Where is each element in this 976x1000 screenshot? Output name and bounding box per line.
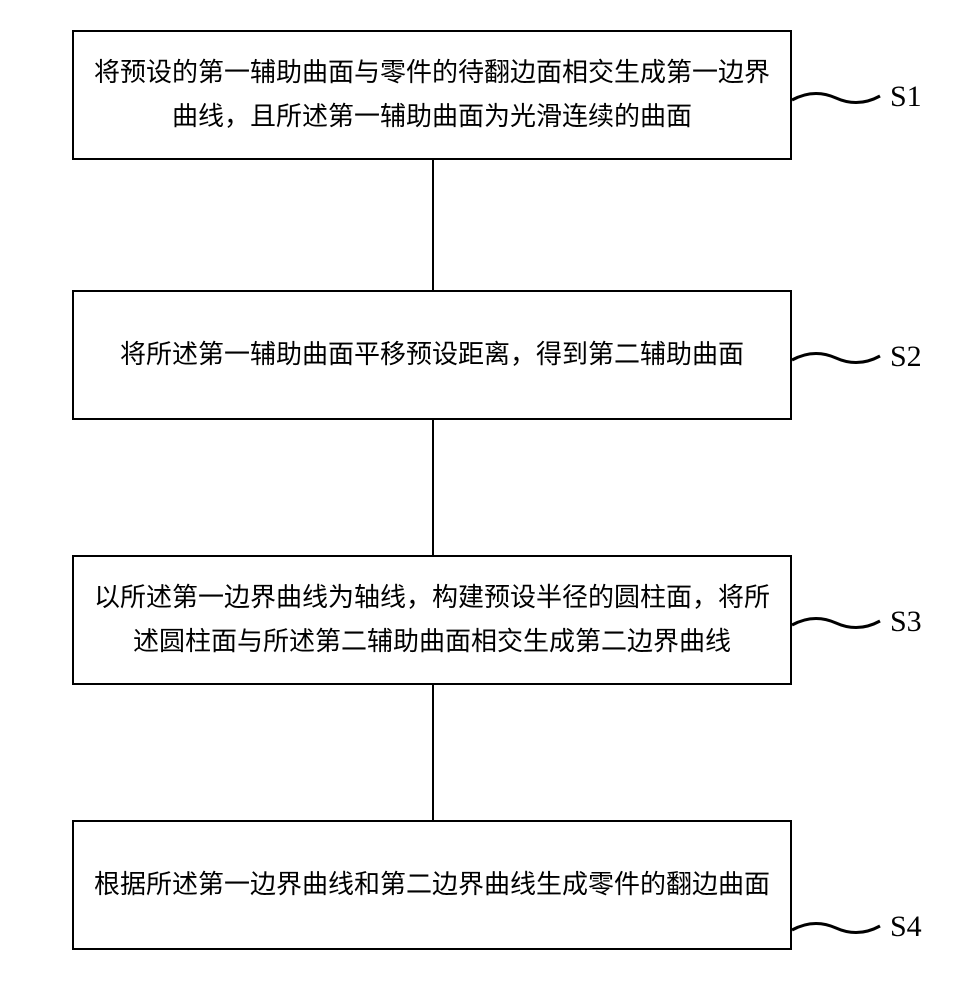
step-box-s2: 将所述第一辅助曲面平移预设距离，得到第二辅助曲面 [72,290,792,420]
step-text-s2: 将所述第一辅助曲面平移预设距离，得到第二辅助曲面 [120,333,744,377]
step-box-s3: 以所述第一边界曲线为轴线，构建预设半径的圆柱面，将所述圆柱面与所述第二辅助曲面相… [72,555,792,685]
step-label-s2: S2 [890,340,922,374]
connector-s2-s3 [432,420,434,555]
step-label-s3: S3 [890,605,922,639]
wave-connector-s3 [787,601,885,641]
step-label-s1: S1 [890,80,922,114]
wave-connector-s4 [787,906,885,946]
step-box-s4: 根据所述第一边界曲线和第二边界曲线生成零件的翻边曲面 [72,820,792,950]
step-text-s1: 将预设的第一辅助曲面与零件的待翻边面相交生成第一边界曲线，且所述第一辅助曲面为光… [94,51,770,139]
wave-connector-s1 [787,76,885,116]
step-box-s1: 将预设的第一辅助曲面与零件的待翻边面相交生成第一边界曲线，且所述第一辅助曲面为光… [72,30,792,160]
flowchart-canvas: 将预设的第一辅助曲面与零件的待翻边面相交生成第一边界曲线，且所述第一辅助曲面为光… [0,0,976,1000]
connector-s3-s4 [432,685,434,820]
step-text-s4: 根据所述第一边界曲线和第二边界曲线生成零件的翻边曲面 [94,863,770,907]
connector-s1-s2 [432,160,434,290]
wave-connector-s2 [787,336,885,376]
step-text-s3: 以所述第一边界曲线为轴线，构建预设半径的圆柱面，将所述圆柱面与所述第二辅助曲面相… [94,576,770,664]
step-label-s4: S4 [890,910,922,944]
